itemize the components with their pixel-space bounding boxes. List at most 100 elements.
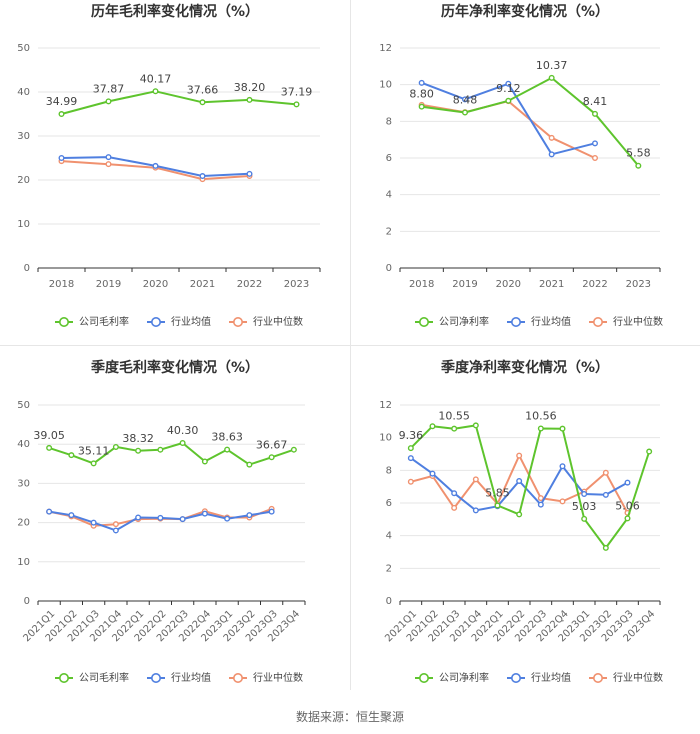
- company-data-point: [268, 454, 275, 461]
- data-label: 39.05: [33, 429, 65, 442]
- y-tick-label: 0: [386, 596, 392, 607]
- company-data-point: [112, 443, 119, 450]
- company-legend-label[interactable]: 公司毛利率: [79, 315, 129, 328]
- company-data-point: [290, 446, 297, 453]
- x-tick-label: 2023: [626, 279, 651, 290]
- company-data-point: [516, 511, 523, 518]
- y-tick-label: 8: [386, 465, 392, 476]
- industry_avg-data-point: [602, 491, 609, 498]
- industry_avg-data-point: [429, 470, 436, 477]
- company-data-point: [592, 110, 599, 117]
- industry_avg-data-point: [451, 490, 458, 497]
- y-tick-label: 2: [386, 563, 392, 574]
- industry_median-data-point: [112, 521, 119, 528]
- y-tick-label: 20: [17, 175, 30, 186]
- y-tick-label: 2: [386, 226, 392, 237]
- y-tick-label: 0: [24, 263, 30, 274]
- industry_avg-data-point: [505, 80, 512, 87]
- company-data-point: [246, 461, 253, 468]
- company-legend-marker: [58, 316, 69, 327]
- x-tick-label: 2021: [190, 279, 215, 290]
- y-tick-label: 0: [24, 596, 30, 607]
- industry_avg-data-point: [199, 173, 206, 180]
- chart-legend: 公司净利率 行业均值 行业中位数: [415, 315, 663, 328]
- company-data-point: [179, 440, 186, 447]
- data-label: 37.19: [281, 85, 313, 98]
- industry_avg-data-point: [472, 507, 479, 514]
- industry_avg-legend-label[interactable]: 行业均值: [171, 315, 211, 328]
- industry_median-legend-label[interactable]: 行业中位数: [613, 671, 663, 684]
- y-tick-label: 30: [17, 478, 30, 489]
- chart-legend: 公司毛利率 行业均值 行业中位数: [55, 671, 303, 684]
- industry_avg-data-point: [58, 154, 65, 161]
- industry_avg-data-point: [418, 79, 425, 86]
- industry_median-legend-marker: [233, 316, 244, 327]
- chart-legend: 公司净利率 行业均值 行业中位数: [415, 671, 663, 684]
- data-label: 40.30: [167, 424, 199, 437]
- y-tick-label: 10: [379, 80, 392, 91]
- company-data-point: [581, 515, 588, 522]
- y-tick-label: 12: [379, 400, 392, 411]
- y-tick-label: 40: [17, 87, 30, 98]
- industry_avg-data-point: [112, 527, 119, 534]
- company-data-point: [602, 544, 609, 551]
- company-data-point: [646, 448, 653, 455]
- industry_median-legend-label[interactable]: 行业中位数: [253, 671, 303, 684]
- industry_median-data-point: [559, 498, 566, 505]
- company-data-point: [157, 446, 164, 453]
- company-legend-label[interactable]: 公司毛利率: [79, 671, 129, 684]
- industry_median-legend-label[interactable]: 行业中位数: [613, 315, 663, 328]
- industry_avg-legend-label[interactable]: 行业均值: [531, 315, 571, 328]
- y-tick-label: 4: [386, 190, 392, 201]
- industry_median-legend-label[interactable]: 行业中位数: [253, 315, 303, 328]
- data-label: 8.41: [583, 95, 608, 108]
- company-data-point: [418, 103, 425, 110]
- industry_avg-data-point: [246, 512, 253, 519]
- y-tick-label: 4: [386, 531, 392, 542]
- chart-2: 历年净利率变化情况（%） 0 2 4 6 8 10 12 2018 2019 2020 2021 202…: [379, 3, 663, 328]
- chart-legend: 公司毛利率 行业均值 行业中位数: [55, 315, 303, 328]
- data-label: 40.17: [140, 72, 172, 85]
- industry_median-legend-marker: [233, 672, 244, 683]
- industry_avg-data-point: [157, 514, 164, 521]
- data-label: 5.58: [626, 147, 651, 160]
- company-data-point: [624, 515, 631, 522]
- y-tick-label: 50: [17, 400, 30, 411]
- chart-3: 季度毛利率变化情况（%）010203040502021Q12021Q22021Q…: [17, 359, 306, 684]
- chart-title: 季度净利率变化情况（%）: [440, 359, 609, 376]
- industry_avg-legend-label[interactable]: 行业均值: [171, 671, 211, 684]
- y-tick-label: 10: [17, 557, 30, 568]
- data-source-note: 数据来源：恒生聚源: [295, 710, 404, 724]
- industry_avg-data-point: [462, 96, 469, 103]
- company-legend-label[interactable]: 公司净利率: [439, 671, 489, 684]
- company-legend-label[interactable]: 公司净利率: [439, 315, 489, 328]
- industry_avg-legend-marker: [151, 672, 162, 683]
- y-tick-label: 30: [17, 131, 30, 142]
- data-label: 38.32: [122, 432, 154, 445]
- data-label: 8.80: [409, 88, 434, 101]
- y-tick-label: 12: [379, 43, 392, 54]
- industry_median-data-point: [537, 495, 544, 502]
- x-tick-label: 2022: [582, 279, 607, 290]
- company-data-point: [537, 425, 544, 432]
- industry_median-data-point: [451, 504, 458, 511]
- x-tick-label: 2018: [49, 279, 74, 290]
- industry_avg-legend-label[interactable]: 行业均值: [531, 671, 571, 684]
- y-tick-label: 6: [386, 153, 392, 164]
- industry_avg-data-point: [516, 477, 523, 484]
- x-tick-label: 2018: [409, 279, 434, 290]
- data-label: 10.55: [438, 410, 470, 423]
- y-tick-label: 6: [386, 498, 392, 509]
- y-tick-label: 10: [17, 219, 30, 230]
- company-data-point: [293, 101, 300, 108]
- industry_avg-data-point: [224, 515, 231, 522]
- x-tick-label: 2023: [284, 279, 309, 290]
- company-data-point: [201, 458, 208, 465]
- data-label: 34.99: [46, 95, 78, 108]
- x-tick-label: 2019: [452, 279, 477, 290]
- data-label: 10.56: [525, 410, 557, 423]
- data-label: 5.03: [572, 500, 597, 513]
- company-data-point: [46, 444, 53, 451]
- company-data-point: [199, 99, 206, 106]
